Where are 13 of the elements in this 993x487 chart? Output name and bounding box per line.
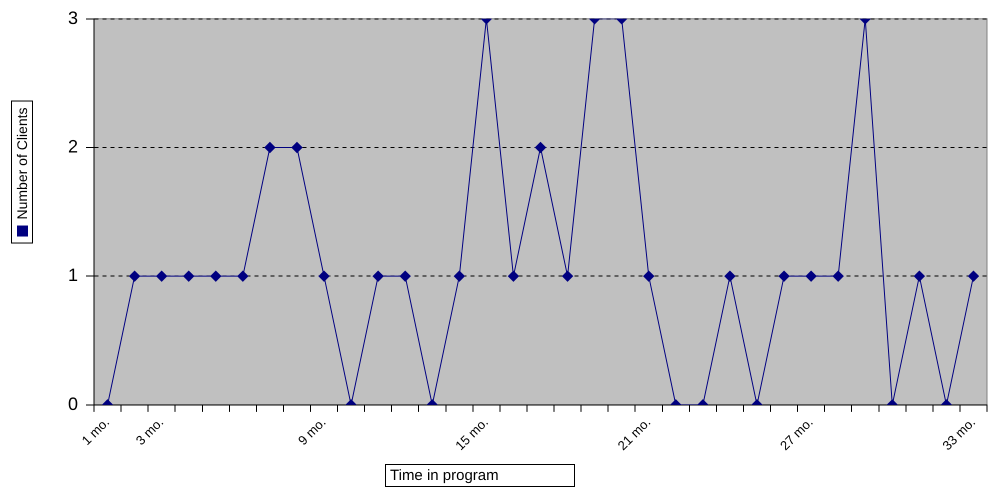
- x-tick-label: 3 mo.: [132, 414, 166, 448]
- text: Number of Clients: [14, 107, 30, 220]
- y-tick-label: 2: [68, 136, 78, 156]
- x-tick-label: 1 mo.: [78, 414, 112, 448]
- x-tick-label: 15 mo.: [452, 414, 492, 454]
- y-tick-label: 0: [68, 394, 78, 414]
- x-axis-title: Time in program: [385, 464, 575, 487]
- y-tick-label: 3: [68, 8, 78, 28]
- x-tick-label: 33 mo.: [939, 414, 978, 454]
- y-tick-label: 1: [68, 265, 78, 286]
- x-tick-label: 21 mo.: [614, 414, 654, 454]
- x-tick-label: 9 mo.: [295, 414, 329, 448]
- x-tick-label: 27 mo.: [777, 414, 816, 454]
